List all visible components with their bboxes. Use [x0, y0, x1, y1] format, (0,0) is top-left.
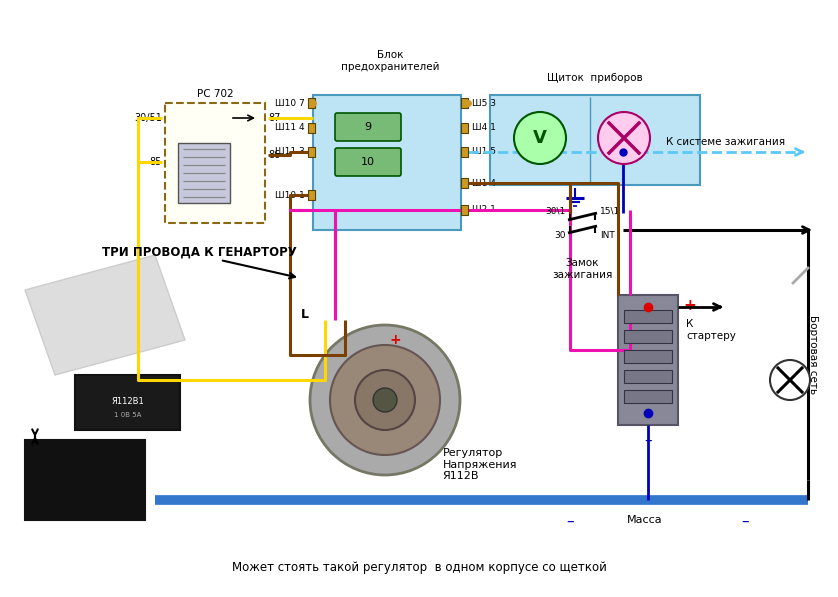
Text: Я112В1: Я112В1 [111, 398, 144, 407]
Text: Ш10 7: Ш10 7 [275, 99, 305, 107]
Text: +: + [389, 333, 401, 347]
Text: К
стартеру: К стартеру [686, 319, 736, 341]
Text: К системе зажигания: К системе зажигания [666, 137, 785, 147]
Text: 15\1: 15\1 [600, 207, 620, 216]
Text: 30: 30 [555, 230, 566, 239]
FancyBboxPatch shape [335, 148, 401, 176]
Circle shape [598, 112, 650, 164]
Text: 85: 85 [150, 157, 162, 167]
Text: 10: 10 [361, 157, 375, 167]
Text: Ш10 1: Ш10 1 [275, 190, 305, 199]
Text: Ш4 1: Ш4 1 [472, 124, 496, 133]
Text: Может стоять такой регулятор  в одном корпусе со щеткой: Может стоять такой регулятор в одном кор… [231, 561, 607, 574]
Bar [25, 440, 145, 520]
Circle shape [330, 345, 440, 455]
Text: Ш11 3: Ш11 3 [275, 147, 305, 156]
Text: Щиток  приборов: Щиток приборов [547, 73, 643, 83]
Bar [461, 147, 468, 157]
Circle shape [514, 112, 566, 164]
Text: Ш1 5: Ш1 5 [472, 147, 496, 156]
Bar [624, 370, 672, 383]
Bar [624, 390, 672, 403]
Text: –: – [566, 514, 574, 529]
Text: Ш1 4: Ш1 4 [472, 179, 496, 187]
Text: Регулятор
Напряжения
Я112В: Регулятор Напряжения Я112В [442, 448, 517, 481]
Text: 1 0B 5A: 1 0B 5A [114, 412, 142, 418]
Text: 30\1: 30\1 [546, 207, 566, 216]
Text: Масса: Масса [627, 515, 663, 525]
Bar [461, 123, 468, 133]
Bar [308, 98, 315, 108]
Text: INT: INT [600, 230, 615, 239]
Circle shape [355, 370, 415, 430]
Text: –: – [644, 433, 652, 448]
Bar [618, 295, 678, 425]
Text: Блок
предохранителей: Блок предохранителей [341, 50, 439, 72]
Bar [461, 98, 468, 108]
Bar [178, 143, 230, 203]
Circle shape [310, 325, 460, 475]
Text: –: – [741, 514, 749, 529]
Bar [624, 330, 672, 343]
Bar [624, 310, 672, 323]
Text: L: L [301, 309, 309, 322]
Bar [461, 205, 468, 215]
Bar [165, 103, 265, 223]
Polygon shape [25, 255, 185, 375]
Circle shape [373, 388, 397, 412]
FancyBboxPatch shape [335, 113, 401, 141]
Text: Замок
зажигания: Замок зажигания [551, 258, 613, 279]
Text: Ш5 3: Ш5 3 [472, 99, 496, 107]
Text: Ш2 1: Ш2 1 [472, 205, 496, 214]
Bar [490, 95, 700, 185]
Bar [461, 178, 468, 188]
Text: +: + [683, 297, 696, 312]
Text: 86: 86 [268, 150, 280, 160]
Bar [75, 375, 180, 430]
Text: Ш11 4: Ш11 4 [276, 124, 305, 133]
Bar [624, 350, 672, 363]
Circle shape [770, 360, 810, 400]
Bar [308, 147, 315, 157]
Text: ТРИ ПРОВОДА К ГЕНАРТОРУ: ТРИ ПРОВОДА К ГЕНАРТОРУ [102, 245, 297, 259]
Text: 9: 9 [365, 122, 371, 132]
Text: 30/51: 30/51 [134, 113, 162, 123]
Text: РС 702: РС 702 [197, 89, 233, 99]
Text: Бортовая сеть: Бортовая сеть [808, 315, 818, 395]
Text: V: V [533, 129, 547, 147]
Bar [308, 123, 315, 133]
Bar [313, 95, 461, 230]
Bar [308, 190, 315, 200]
Text: 87: 87 [268, 113, 281, 123]
